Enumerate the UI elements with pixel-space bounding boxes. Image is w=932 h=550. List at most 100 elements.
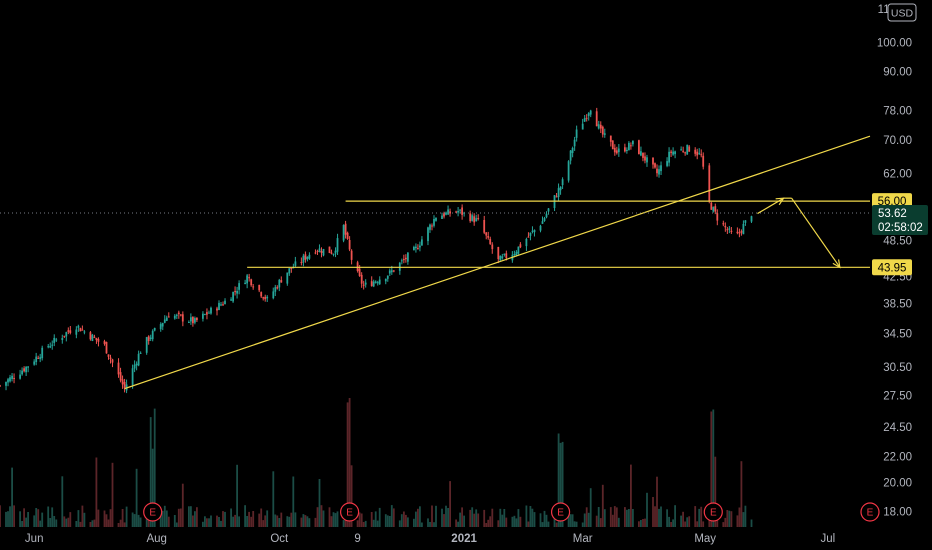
volume-bar xyxy=(139,517,142,527)
candle-body xyxy=(95,337,98,341)
candle-body xyxy=(216,308,218,311)
volume-bar xyxy=(306,516,309,527)
candlesticks xyxy=(0,107,753,394)
candle-body xyxy=(131,368,134,385)
candle-body xyxy=(304,254,307,260)
volume-bar xyxy=(740,461,743,527)
candle-body xyxy=(151,330,154,340)
candle-body xyxy=(533,229,536,233)
candle-body xyxy=(210,307,212,314)
candle-body xyxy=(433,219,435,226)
candle-body xyxy=(421,239,423,246)
candle-body xyxy=(358,268,361,276)
time-tick-label: Jul xyxy=(820,533,835,545)
volume-bar xyxy=(376,520,379,527)
earnings-marker[interactable]: E xyxy=(860,502,880,522)
volume-bar xyxy=(320,505,323,527)
volume-bar xyxy=(0,505,1,527)
volume-bar xyxy=(208,518,210,527)
volume-bar xyxy=(49,518,52,527)
volume-bar xyxy=(276,515,279,527)
candle-body xyxy=(555,196,558,198)
volume-bar xyxy=(628,509,630,527)
candle-body xyxy=(153,328,156,331)
candle-body xyxy=(202,313,204,319)
earnings-marker[interactable]: E xyxy=(703,502,723,522)
candle-body xyxy=(545,213,548,218)
candle-body xyxy=(630,145,632,147)
time-axis[interactable]: Jun Aug Oct 9 2021 Mar May Jul xyxy=(25,533,835,545)
volume-bar xyxy=(583,513,586,527)
candle-body xyxy=(658,169,660,175)
volume-bar xyxy=(292,476,295,527)
candle-body xyxy=(159,324,162,330)
candle-body xyxy=(469,213,472,222)
volume-bar xyxy=(403,511,405,527)
volume-bar xyxy=(487,519,490,527)
volume-bar xyxy=(83,512,86,527)
volume-bar xyxy=(316,507,319,527)
candle-body xyxy=(712,206,715,212)
volume-bar xyxy=(194,511,196,527)
candle-body xyxy=(334,250,337,254)
candle-body xyxy=(668,151,670,163)
volume-bar xyxy=(61,476,64,527)
volume-bar xyxy=(288,516,291,527)
candle-body xyxy=(236,291,238,294)
earnings-marker[interactable]: E xyxy=(340,502,360,522)
earnings-marker[interactable]: E xyxy=(550,502,571,522)
volume-bar xyxy=(545,514,548,527)
candle-body xyxy=(145,337,148,353)
volume-bar xyxy=(435,505,437,527)
volume-bar xyxy=(135,468,138,527)
candle-body xyxy=(503,253,506,255)
candle-body xyxy=(583,118,586,122)
volume-bar xyxy=(609,507,612,527)
candle-body xyxy=(626,149,628,151)
candle-body xyxy=(595,111,598,127)
volume-bar xyxy=(698,508,701,527)
earnings-marker[interactable]: E xyxy=(143,502,163,522)
volume-bar xyxy=(714,456,717,527)
volume-bar xyxy=(69,512,72,527)
time-tick-label: 9 xyxy=(354,533,360,545)
volume-bar xyxy=(491,508,494,527)
volume-bar xyxy=(700,506,703,527)
candle-body xyxy=(41,347,44,359)
volume-bar xyxy=(159,510,162,527)
volume-bar xyxy=(210,515,212,527)
volume-bar xyxy=(615,507,618,527)
candle-body xyxy=(133,364,136,369)
candle-body xyxy=(278,279,281,288)
candle-body xyxy=(702,155,705,167)
volume-bars xyxy=(0,398,753,527)
candle-body xyxy=(306,256,309,260)
candle-body xyxy=(708,165,711,201)
candle-body xyxy=(27,366,29,368)
volume-bar xyxy=(163,505,166,527)
candle-body xyxy=(165,317,168,321)
volume-bar xyxy=(441,508,443,527)
volume-bar xyxy=(246,516,248,527)
candle-body xyxy=(119,372,122,381)
volume-bar xyxy=(190,506,192,527)
volume-bar xyxy=(581,522,584,527)
price-tick-label: 20.00 xyxy=(883,478,912,490)
candle-body xyxy=(49,346,52,348)
arrow-line xyxy=(791,197,841,268)
candle-body xyxy=(378,279,381,285)
volume-bar xyxy=(21,521,23,527)
candle-body xyxy=(501,256,504,259)
volume-bar xyxy=(35,508,38,527)
volume-bar xyxy=(638,521,640,527)
candle-body xyxy=(571,147,574,153)
volume-bar xyxy=(344,517,347,527)
volume-bar xyxy=(220,520,222,527)
candle-body xyxy=(5,381,7,386)
candle-body xyxy=(485,232,488,236)
currency-button[interactable]: USD xyxy=(887,3,917,22)
candle-body xyxy=(684,152,686,154)
drawings[interactable] xyxy=(0,135,871,390)
